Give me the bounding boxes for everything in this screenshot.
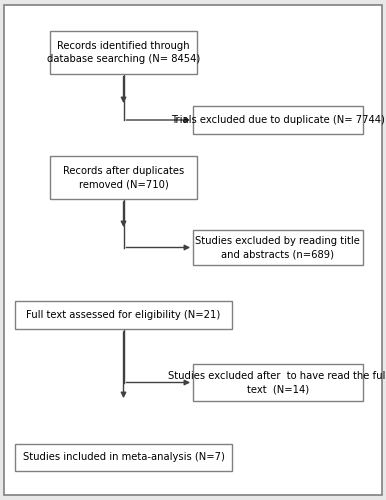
- Text: Studies included in meta-analysis (N=7): Studies included in meta-analysis (N=7): [23, 452, 224, 462]
- Text: Full text assessed for eligibility (N=21): Full text assessed for eligibility (N=21…: [26, 310, 221, 320]
- Text: Trials excluded due to duplicate (N= 7744): Trials excluded due to duplicate (N= 774…: [171, 115, 385, 125]
- Text: Studies excluded after  to have read the full
text  (N=14): Studies excluded after to have read the …: [168, 370, 386, 394]
- FancyBboxPatch shape: [50, 156, 197, 198]
- FancyBboxPatch shape: [15, 301, 232, 329]
- Text: Records identified through
database searching (N= 8454): Records identified through database sear…: [47, 40, 200, 64]
- FancyBboxPatch shape: [4, 5, 382, 495]
- FancyBboxPatch shape: [193, 230, 363, 265]
- Text: Records after duplicates
removed (N=710): Records after duplicates removed (N=710): [63, 166, 184, 190]
- FancyBboxPatch shape: [193, 364, 363, 401]
- FancyBboxPatch shape: [50, 31, 197, 74]
- FancyBboxPatch shape: [15, 444, 232, 471]
- FancyBboxPatch shape: [193, 106, 363, 134]
- Text: Studies excluded by reading title
and abstracts (n=689): Studies excluded by reading title and ab…: [195, 236, 361, 260]
